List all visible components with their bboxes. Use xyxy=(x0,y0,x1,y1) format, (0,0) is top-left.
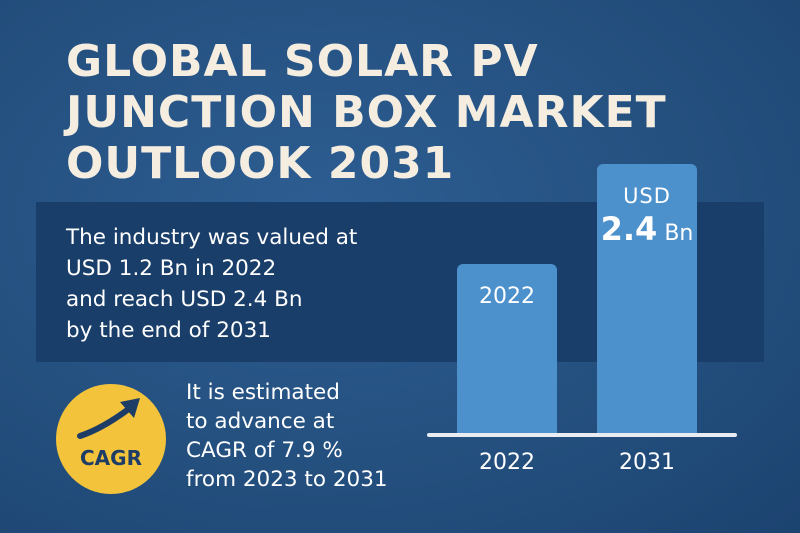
cagr-badge-label: CAGR xyxy=(80,446,142,470)
cagr-text: It is estimated to advance at CAGR of 7.… xyxy=(186,378,426,494)
bar-2022: 2022 xyxy=(457,264,557,434)
bar-2031: USD 2.4 Bn xyxy=(597,164,697,434)
summary-line-4: by the end of 2031 xyxy=(66,318,271,343)
x-tick-label-2031: 2031 xyxy=(619,450,675,475)
cagr-line-4: from 2023 to 2031 xyxy=(186,467,388,492)
cagr-line-2: to advance at xyxy=(186,409,335,434)
summary-line-3: and reach USD 2.4 Bn xyxy=(66,287,303,312)
cagr-badge: CAGR xyxy=(56,384,166,494)
title-line-2: JUNCTION BOX MARKET xyxy=(66,87,667,138)
x-tick-label-2022: 2022 xyxy=(479,450,535,475)
summary-line-1: The industry was valued at xyxy=(66,225,358,250)
summary-line-2: USD 1.2 Bn in 2022 xyxy=(66,256,277,281)
x-axis xyxy=(427,433,737,437)
bar-2031-value-label: 2.4 Bn xyxy=(597,210,697,248)
bar-2031-currency-label: USD xyxy=(623,184,671,208)
title-line-3: OUTLOOK 2031 xyxy=(66,138,455,189)
summary-text: The industry was valued at USD 1.2 Bn in… xyxy=(66,222,426,346)
trend-up-arrow-icon xyxy=(77,398,140,439)
market-bar-chart: 2022 USD 2.4 Bn 2022 2031 xyxy=(420,150,760,480)
cagr-line-1: It is estimated xyxy=(186,380,340,405)
bar-2031-unit: Bn xyxy=(664,221,694,246)
page-title: GLOBAL SOLAR PV JUNCTION BOX MARKET OUTL… xyxy=(66,36,706,189)
cagr-line-3: CAGR of 7.9 % xyxy=(186,438,343,463)
bar-2022-label: 2022 xyxy=(479,284,535,309)
bar-2031-value: 2.4 xyxy=(600,210,658,248)
title-line-1: GLOBAL SOLAR PV xyxy=(66,36,539,87)
